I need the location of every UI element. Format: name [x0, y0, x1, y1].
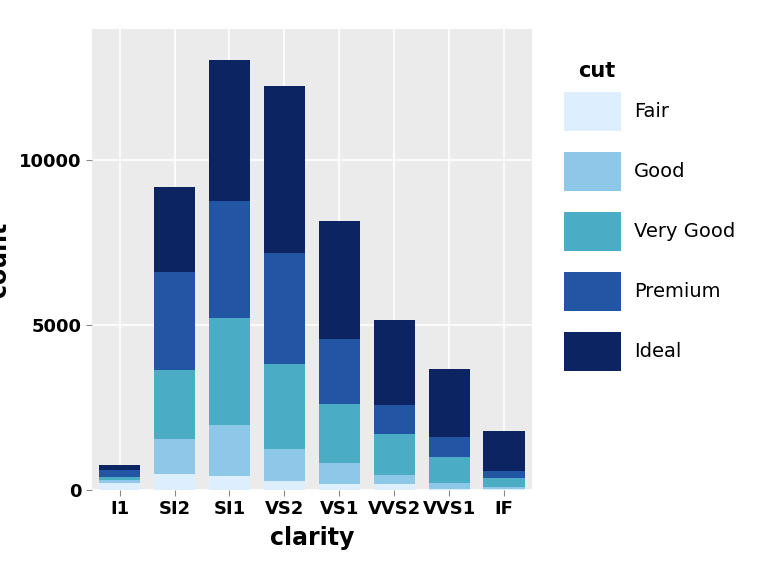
FancyBboxPatch shape: [564, 92, 621, 131]
Bar: [263, 86, 305, 253]
Bar: [483, 471, 525, 478]
Bar: [99, 465, 141, 470]
Bar: [99, 480, 141, 483]
Bar: [319, 339, 360, 404]
Bar: [373, 434, 415, 475]
Bar: [373, 484, 415, 490]
Bar: [209, 425, 250, 476]
Bar: [263, 363, 305, 449]
Bar: [373, 475, 415, 484]
Bar: [373, 320, 415, 406]
Bar: [429, 457, 470, 483]
Bar: [154, 370, 195, 439]
Text: Premium: Premium: [634, 282, 720, 301]
Bar: [429, 483, 470, 489]
Text: Fair: Fair: [634, 103, 669, 121]
Bar: [373, 406, 415, 434]
FancyBboxPatch shape: [564, 152, 621, 191]
Bar: [263, 481, 305, 490]
Text: cut: cut: [578, 61, 616, 81]
Bar: [154, 187, 195, 272]
Bar: [319, 484, 360, 490]
Bar: [483, 487, 525, 489]
Bar: [263, 253, 305, 363]
Bar: [429, 437, 470, 457]
Text: Good: Good: [634, 162, 685, 181]
Bar: [319, 463, 360, 484]
Bar: [209, 59, 250, 200]
Bar: [319, 404, 360, 463]
Bar: [209, 318, 250, 425]
Bar: [429, 369, 470, 437]
Bar: [263, 449, 305, 481]
Bar: [319, 221, 360, 339]
Bar: [483, 431, 525, 471]
Bar: [483, 478, 525, 487]
Text: Very Good: Very Good: [634, 222, 735, 241]
Text: Ideal: Ideal: [634, 342, 681, 361]
Bar: [99, 483, 141, 490]
Bar: [209, 200, 250, 318]
X-axis label: clarity: clarity: [270, 526, 354, 550]
Bar: [154, 272, 195, 370]
Bar: [99, 477, 141, 480]
Bar: [209, 476, 250, 490]
Bar: [154, 474, 195, 490]
Y-axis label: count: count: [0, 222, 11, 297]
FancyBboxPatch shape: [564, 272, 621, 311]
FancyBboxPatch shape: [564, 212, 621, 251]
Bar: [154, 439, 195, 474]
FancyBboxPatch shape: [564, 332, 621, 371]
Bar: [99, 470, 141, 477]
